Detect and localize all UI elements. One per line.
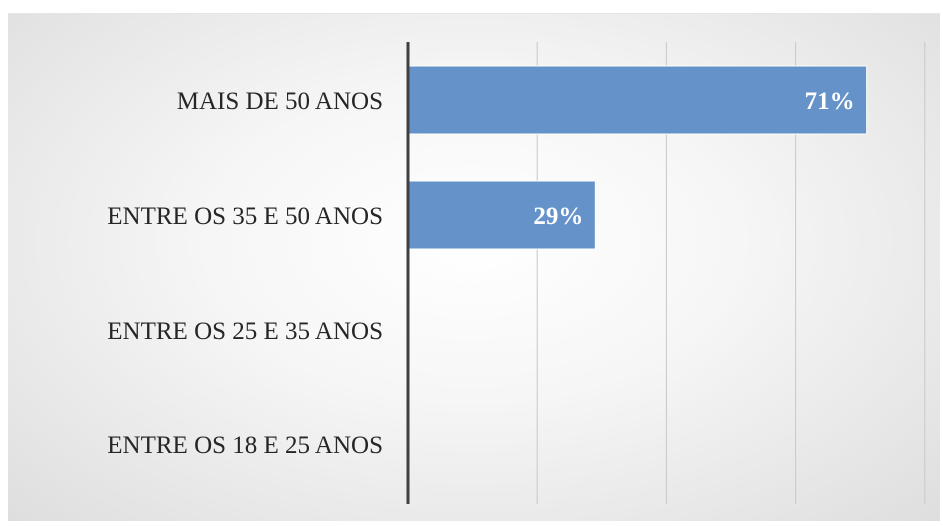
category-label-1: MAIS DE 50 ANOS xyxy=(177,88,383,115)
data-label-1: 71% xyxy=(805,88,855,115)
data-label-2: 29% xyxy=(533,203,583,230)
category-label-4: ENTRE OS 18 E 25 ANOS xyxy=(107,432,383,459)
category-label-2: ENTRE OS 35 E 50 ANOS xyxy=(107,203,383,230)
bar-chart: MAIS DE 50 ANOS ENTRE OS 35 E 50 ANOS ENTR… xyxy=(107,42,926,504)
bar-2 xyxy=(407,180,596,250)
bars xyxy=(407,65,868,250)
category-labels: MAIS DE 50 ANOS ENTRE OS 35 E 50 ANOS ENTR… xyxy=(107,88,383,459)
data-labels: 71% 29% xyxy=(533,88,854,230)
bar-1 xyxy=(407,65,868,135)
chart-area: MAIS DE 50 ANOS ENTRE OS 35 E 50 ANOS ENTR… xyxy=(8,13,940,521)
category-label-3: ENTRE OS 25 E 35 ANOS xyxy=(107,318,383,345)
